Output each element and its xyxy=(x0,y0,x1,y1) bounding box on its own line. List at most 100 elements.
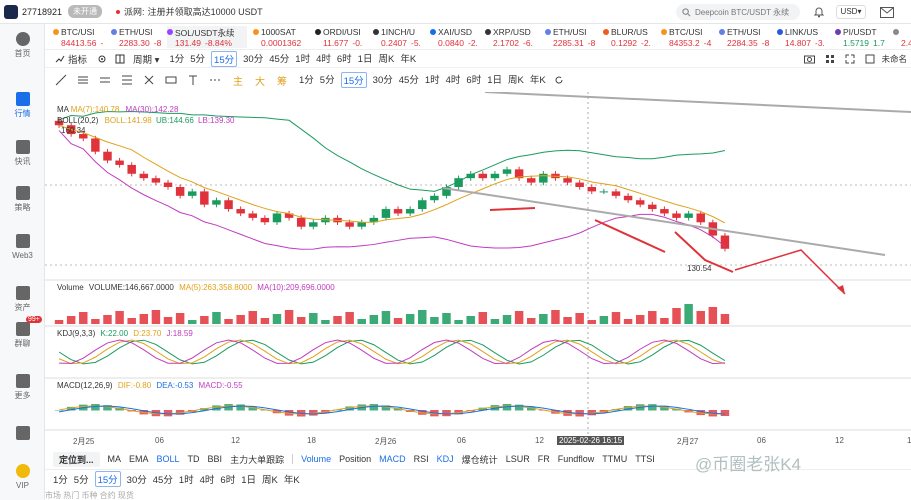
mail-icon[interactable] xyxy=(880,7,894,18)
interval-3[interactable]: 30分 xyxy=(243,53,264,65)
app-logo[interactable] xyxy=(4,4,18,19)
announce-text[interactable]: 注册并领取高达10000 USDT xyxy=(147,7,263,17)
sub-indicator-2[interactable]: MACD xyxy=(379,454,406,464)
sub-indicator-6[interactable]: LSUR xyxy=(505,454,530,464)
indicator-button[interactable]: 指标 xyxy=(68,54,88,66)
drawbar-interval-8[interactable]: 1日 xyxy=(487,75,503,86)
drawbar-interval-6[interactable]: 4时 xyxy=(445,75,461,86)
camera-icon[interactable] xyxy=(804,54,816,64)
search-input[interactable]: Deepcoin BTC/USDT 永续 xyxy=(695,7,790,17)
ticker-10[interactable]: BTC/USI 84353.2 -4 xyxy=(661,26,733,48)
sub-indicator-3[interactable]: RSI xyxy=(413,454,429,464)
main-indicator-3[interactable]: TD xyxy=(187,454,200,464)
bottom-interval-7[interactable]: 6时 xyxy=(220,474,236,486)
ticker-11[interactable]: ETH/USI 2284.35 -8 xyxy=(719,26,791,48)
text-icon[interactable] xyxy=(187,74,199,86)
ticker-13[interactable]: PI/USDT 1.5719 1.7 xyxy=(835,26,907,48)
layout-icon[interactable] xyxy=(115,54,125,64)
drawbar-interval-9[interactable]: 周K xyxy=(508,75,524,86)
draw-item-0[interactable]: 主 xyxy=(233,76,243,88)
ticker-6[interactable]: XAI/USD 0.0840 -2. xyxy=(430,26,502,48)
interval-8[interactable]: 1日 xyxy=(357,53,373,65)
main-indicator-2[interactable]: BOLL xyxy=(156,454,180,464)
trendline-icon[interactable] xyxy=(55,74,67,86)
ticker-14[interactable]: 2.43 xyxy=(893,26,911,48)
sub-indicator-4[interactable]: KDJ xyxy=(436,454,454,464)
interval-9[interactable]: 周K xyxy=(378,53,395,65)
drawbar-interval-2[interactable]: 15分 xyxy=(340,72,367,88)
main-indicator-4[interactable]: BBI xyxy=(207,454,223,464)
nav-item-assets[interactable]: 资产 xyxy=(0,286,45,313)
sub-indicator-1[interactable]: Position xyxy=(339,454,372,464)
dotted-line-icon[interactable] xyxy=(209,74,221,86)
interval-1[interactable]: 5分 xyxy=(190,53,206,65)
ticker-3[interactable]: 1000SAT 0.0001362 xyxy=(253,26,325,48)
drawbar-interval-7[interactable]: 6时 xyxy=(466,75,482,86)
draw-item-2[interactable]: 筹 xyxy=(277,76,287,88)
market-tabs[interactable]: 市场 热门 币种 合约 现货 xyxy=(45,491,134,500)
chart-area[interactable]: MA MA(7):140.78 MA(30):142.28 BOLL(20,2)… xyxy=(45,91,911,448)
ticker-9[interactable]: BLUR/US 0.1292 -2. xyxy=(603,26,675,48)
status-badge[interactable]: 未开通 xyxy=(68,5,103,18)
ticker-12[interactable]: LINK/US 14.807 -3. xyxy=(777,26,849,48)
save-icon[interactable] xyxy=(865,54,875,64)
bottom-interval-3[interactable]: 30分 xyxy=(126,474,147,486)
locate-button[interactable]: 定位到... xyxy=(53,451,100,467)
chart-svg[interactable] xyxy=(45,91,911,448)
interval-7[interactable]: 6时 xyxy=(336,53,352,65)
ticker-1[interactable]: ETH/USI 2283.30 -8 xyxy=(111,26,183,48)
fib-icon[interactable] xyxy=(121,74,133,86)
sub-indicator-8[interactable]: Fundflow xyxy=(557,454,595,464)
bottom-interval-4[interactable]: 45分 xyxy=(152,474,173,486)
fullscreen-icon[interactable] xyxy=(845,54,855,64)
interval-0[interactable]: 1分 xyxy=(169,53,185,65)
ticker-2[interactable]: SOL/USDT永续 131.49 -8.84% xyxy=(167,26,247,48)
period-button[interactable]: 周期 ▾ xyxy=(133,54,160,66)
bell-icon[interactable] xyxy=(813,6,825,18)
nav-item-phone[interactable] xyxy=(0,426,45,442)
bottom-interval-5[interactable]: 1时 xyxy=(178,474,194,486)
grid-icon[interactable] xyxy=(825,54,835,64)
interval-4[interactable]: 45分 xyxy=(269,53,290,65)
drawbar-interval-10[interactable]: 年K xyxy=(529,75,546,86)
nav-item-home[interactable]: 首页 xyxy=(0,32,45,59)
channel-icon[interactable] xyxy=(99,74,111,86)
currency-select[interactable]: USD▾ xyxy=(836,5,866,19)
bottom-interval-10[interactable]: 年K xyxy=(283,474,300,486)
nav-item-web3[interactable]: Web3 xyxy=(0,234,45,260)
main-indicator-0[interactable]: MA xyxy=(107,454,122,464)
drawbar-interval-3[interactable]: 30分 xyxy=(372,75,393,86)
ticker-4[interactable]: ORDI/USI 11.677 -0. xyxy=(315,26,387,48)
interval-10[interactable]: 年K xyxy=(400,53,417,65)
ticker-8[interactable]: ETH/USI 2285.31 -8 xyxy=(545,26,617,48)
ticker-7[interactable]: XRP/USD 2.1702 -6. xyxy=(485,26,557,48)
bottom-interval-2[interactable]: 15分 xyxy=(94,470,121,487)
ticker-0[interactable]: BTC/USI 84413.56- xyxy=(53,26,125,48)
drawbar-interval-5[interactable]: 1时 xyxy=(424,75,440,86)
bottom-interval-9[interactable]: 周K xyxy=(262,474,278,486)
draw-item-1[interactable]: 大 xyxy=(255,76,265,88)
interval-2[interactable]: 15分 xyxy=(211,50,238,67)
main-indicator-5[interactable]: 主力大单跟踪 xyxy=(230,454,285,465)
drawbar-interval-4[interactable]: 45分 xyxy=(398,75,419,86)
nav-item-news[interactable]: 快讯 xyxy=(0,140,45,167)
bottom-interval-8[interactable]: 1日 xyxy=(241,474,257,486)
drawbar-interval-1[interactable]: 5分 xyxy=(319,75,335,86)
sub-indicator-10[interactable]: TTSI xyxy=(635,454,655,464)
main-indicator-1[interactable]: EMA xyxy=(129,454,149,464)
sub-indicator-0[interactable]: Volume xyxy=(301,454,332,464)
nav-item-strategy[interactable]: 策略 xyxy=(0,186,45,213)
settings-icon[interactable] xyxy=(97,54,107,64)
nav-item-chat[interactable]: 群聊 99+ xyxy=(0,316,45,349)
interval-5[interactable]: 1时 xyxy=(295,53,311,65)
nav-item-vip[interactable]: VIP xyxy=(0,464,45,490)
sub-indicator-9[interactable]: TTMU xyxy=(602,454,628,464)
account-id[interactable]: 27718921 xyxy=(22,6,63,17)
interval-6[interactable]: 4时 xyxy=(316,53,331,65)
layout-name[interactable]: 未命名 xyxy=(881,53,907,64)
bottom-interval-1[interactable]: 5分 xyxy=(73,474,89,486)
drawbar-interval-0[interactable]: 1分 xyxy=(299,75,314,86)
cross-icon[interactable] xyxy=(143,74,155,86)
hline-icon[interactable] xyxy=(77,74,89,86)
sub-indicator-5[interactable]: 爆仓统计 xyxy=(461,454,498,465)
